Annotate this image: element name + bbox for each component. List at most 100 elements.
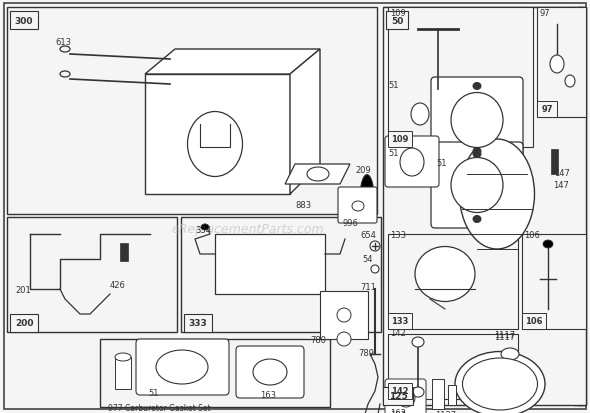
Text: 97: 97 — [541, 105, 553, 114]
Text: 51: 51 — [388, 81, 398, 90]
Bar — [320, 291, 368, 339]
Bar — [215, 235, 325, 294]
Text: 109: 109 — [391, 135, 409, 144]
Text: 125: 125 — [389, 392, 407, 401]
FancyBboxPatch shape — [385, 379, 426, 413]
Bar — [10, 12, 38, 30]
Bar — [448, 385, 456, 405]
Ellipse shape — [371, 266, 379, 273]
Ellipse shape — [400, 149, 424, 177]
Ellipse shape — [451, 93, 503, 148]
Text: 51: 51 — [148, 388, 159, 397]
FancyBboxPatch shape — [338, 188, 377, 223]
Bar — [383, 8, 586, 405]
Text: 333: 333 — [189, 319, 207, 328]
Text: 163: 163 — [390, 408, 406, 413]
Bar — [388, 383, 412, 399]
Text: 977 Carburetor Gasket Set: 977 Carburetor Gasket Set — [108, 403, 211, 412]
Text: 109: 109 — [390, 9, 406, 18]
Ellipse shape — [156, 350, 208, 384]
Bar — [386, 12, 408, 30]
Text: 883: 883 — [295, 201, 311, 209]
Text: 133: 133 — [391, 317, 409, 326]
Text: 50: 50 — [391, 17, 403, 26]
Bar — [100, 339, 330, 407]
Bar — [115, 357, 131, 389]
Bar — [388, 313, 412, 329]
Text: 654: 654 — [360, 230, 376, 240]
Ellipse shape — [397, 389, 415, 407]
FancyBboxPatch shape — [136, 339, 229, 395]
Ellipse shape — [60, 47, 70, 53]
Ellipse shape — [188, 112, 242, 177]
Text: 106: 106 — [525, 317, 543, 326]
Text: 1117: 1117 — [494, 330, 515, 339]
Polygon shape — [145, 50, 320, 75]
Ellipse shape — [253, 359, 287, 385]
Ellipse shape — [411, 104, 429, 126]
Text: 334: 334 — [195, 225, 211, 235]
Ellipse shape — [201, 224, 209, 230]
Text: 613: 613 — [55, 38, 71, 47]
Ellipse shape — [370, 242, 380, 252]
Bar — [383, 387, 413, 405]
Ellipse shape — [451, 158, 503, 213]
Text: 147: 147 — [553, 180, 569, 189]
Text: 426: 426 — [110, 280, 126, 289]
Text: 163: 163 — [390, 410, 406, 413]
Text: 142: 142 — [390, 328, 406, 337]
Ellipse shape — [455, 351, 545, 413]
FancyBboxPatch shape — [431, 78, 523, 164]
Bar — [388, 8, 533, 147]
Text: eReplacementParts.com: eReplacementParts.com — [172, 223, 324, 236]
Text: 300: 300 — [15, 17, 33, 26]
Bar — [7, 218, 177, 332]
Ellipse shape — [463, 358, 537, 410]
Bar — [388, 334, 518, 399]
Bar — [432, 379, 444, 409]
Bar — [522, 313, 546, 329]
Bar — [573, 8, 586, 405]
Polygon shape — [285, 165, 350, 185]
Ellipse shape — [337, 332, 351, 346]
Ellipse shape — [360, 175, 374, 220]
Polygon shape — [290, 50, 320, 195]
Ellipse shape — [115, 353, 131, 361]
Ellipse shape — [412, 387, 424, 397]
Ellipse shape — [307, 168, 329, 182]
Ellipse shape — [473, 151, 481, 158]
Text: 1117: 1117 — [494, 332, 515, 341]
Text: 201: 201 — [15, 285, 31, 294]
Ellipse shape — [352, 202, 364, 211]
Text: 133: 133 — [390, 230, 406, 240]
Bar — [383, 8, 573, 214]
Bar — [388, 235, 518, 329]
Bar — [10, 314, 38, 332]
FancyBboxPatch shape — [385, 137, 439, 188]
Bar — [578, 8, 583, 405]
Text: 200: 200 — [15, 319, 33, 328]
Ellipse shape — [415, 247, 475, 302]
Bar — [522, 235, 586, 329]
Bar — [120, 243, 128, 261]
Text: 711: 711 — [360, 282, 376, 291]
Text: 142: 142 — [391, 387, 409, 396]
Ellipse shape — [337, 308, 351, 322]
Bar — [537, 8, 586, 118]
Ellipse shape — [60, 72, 70, 78]
Bar — [184, 314, 212, 332]
Text: 106: 106 — [524, 230, 540, 240]
Text: 97: 97 — [540, 9, 550, 18]
Text: 209: 209 — [355, 166, 371, 175]
Bar — [382, 8, 583, 405]
Ellipse shape — [565, 76, 575, 88]
Text: 163: 163 — [260, 390, 276, 399]
Ellipse shape — [473, 148, 481, 155]
Bar — [7, 8, 377, 214]
FancyBboxPatch shape — [431, 142, 523, 228]
Bar — [388, 132, 412, 147]
Text: 51: 51 — [436, 159, 447, 168]
Text: 996: 996 — [342, 218, 358, 228]
Bar — [181, 218, 381, 332]
Ellipse shape — [550, 56, 564, 74]
